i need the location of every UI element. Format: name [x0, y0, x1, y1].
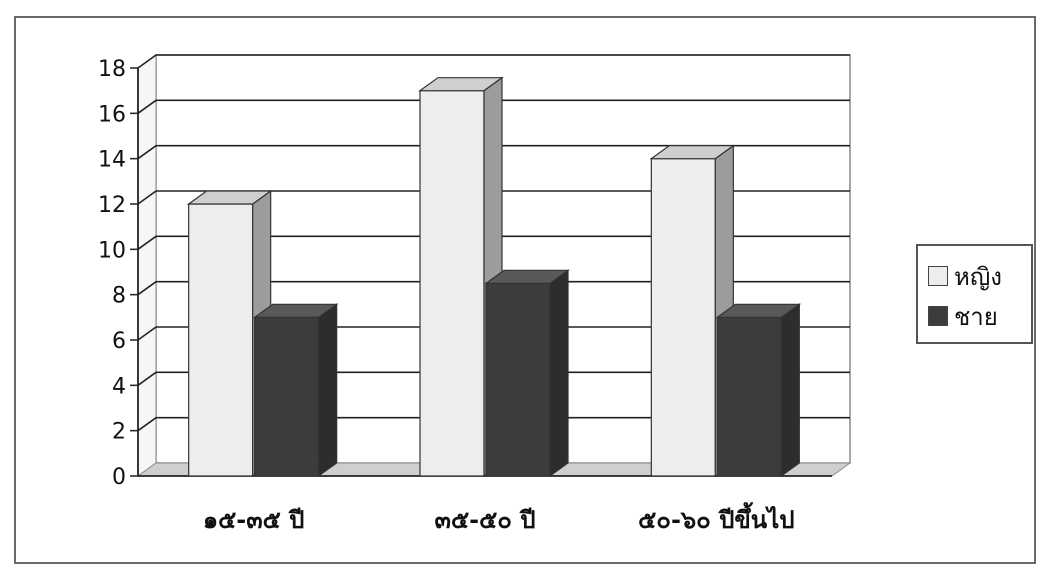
y-tick-labels: 0 2 4 6 8 10 12 14 16 18 — [98, 57, 126, 490]
legend-swatch-male — [928, 306, 948, 326]
legend: หญิง ชาย — [916, 244, 1033, 344]
bar-male — [255, 317, 319, 476]
bar-female — [651, 159, 715, 476]
x-category-label: ๑๕-๓๕ ปี — [203, 506, 305, 534]
legend-item-male: ชาย — [928, 296, 1031, 336]
legend-label-female: หญิง — [954, 257, 1002, 296]
legend-item-female: หญิง — [928, 256, 1031, 296]
y-tick-label: 18 — [98, 57, 126, 82]
side-wall — [138, 55, 156, 476]
y-tick-label: 10 — [98, 238, 126, 263]
y-tick-label: 0 — [112, 465, 126, 490]
y-tick-label: 14 — [98, 148, 126, 173]
bar-male — [717, 317, 781, 476]
x-category-labels: ๑๕-๓๕ ปี ๓๕-๕๐ ปี ๕๐-๖๐ ปีขึ้นไป — [203, 501, 795, 534]
bar-female — [189, 204, 253, 476]
legend-swatch-female — [928, 266, 948, 286]
bar-side-male — [550, 270, 568, 476]
legend-label-male: ชาย — [954, 297, 998, 336]
bar-side-male — [781, 304, 799, 476]
y-tick-label: 16 — [98, 102, 126, 127]
x-category-label: ๕๐-๖๐ ปีขึ้นไป — [638, 501, 794, 534]
bar-male — [486, 283, 550, 476]
x-category-label: ๓๕-๕๐ ปี — [435, 506, 536, 534]
y-tick-label: 8 — [112, 284, 126, 309]
y-tick-label: 2 — [112, 420, 126, 445]
bar-female — [420, 91, 484, 476]
y-tick-label: 4 — [112, 374, 126, 399]
y-tick-label: 12 — [98, 193, 126, 218]
y-tick-label: 6 — [112, 329, 126, 354]
bar-side-male — [319, 304, 337, 476]
